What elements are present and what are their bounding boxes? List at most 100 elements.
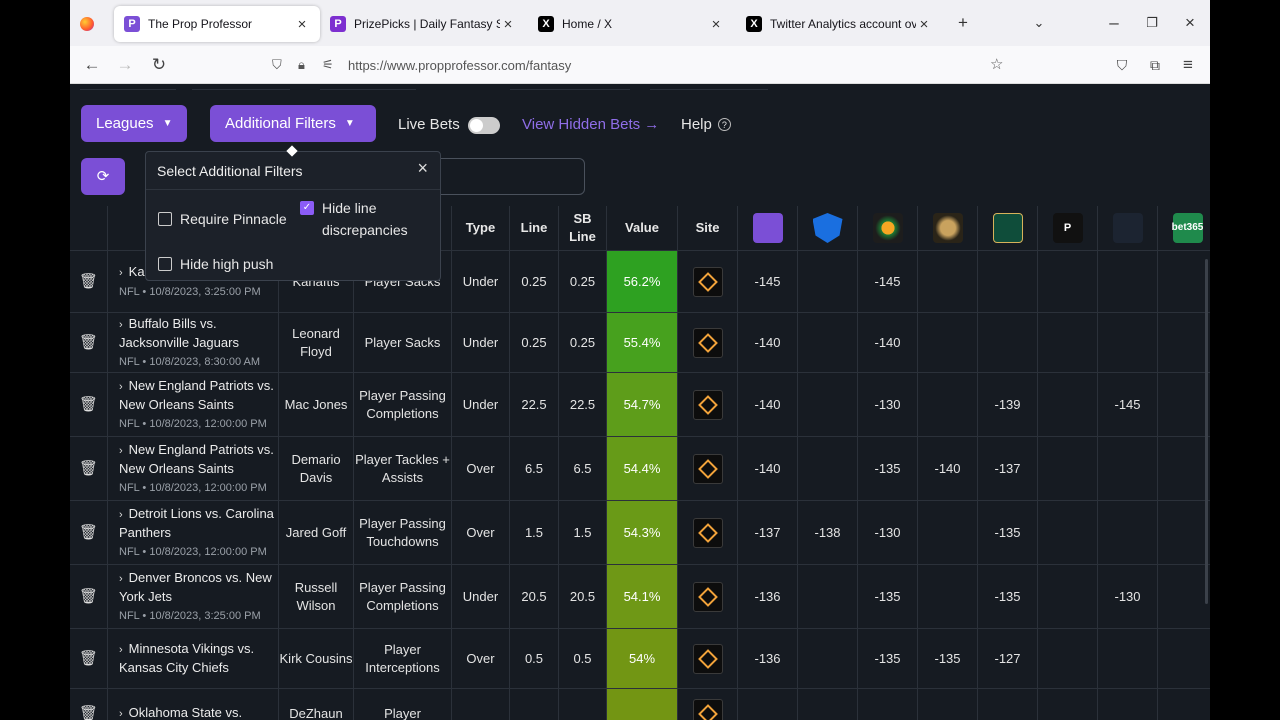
column-header-book[interactable]: bet365 [1158, 206, 1210, 250]
trash-icon[interactable]: 🗑︎ [78, 587, 99, 605]
game-cell[interactable]: › New England Patriots vs. New Orleans Sa… [108, 373, 279, 436]
table-row[interactable]: 🗑︎ › Oklahoma State vs. DeZhaun Player [70, 689, 1210, 720]
site-cell[interactable] [678, 373, 738, 436]
expand-chevron-icon[interactable]: › [119, 266, 123, 279]
bookmark-star-icon[interactable]: ☆ [990, 56, 1004, 73]
reload-icon[interactable]: ↻ [151, 55, 167, 74]
leagues-button[interactable]: Leagues ▼ [81, 105, 187, 142]
forward-icon[interactable]: → [116, 55, 134, 74]
prizepicks-site-icon[interactable] [692, 643, 723, 674]
value-cell [607, 689, 678, 720]
expand-chevron-icon[interactable]: › [119, 508, 123, 521]
prizepicks-site-icon[interactable] [692, 453, 723, 484]
live-bets-toggle[interactable] [468, 117, 500, 134]
expand-chevron-icon[interactable]: › [119, 380, 123, 393]
column-header-book[interactable] [978, 206, 1038, 250]
expand-chevron-icon[interactable]: › [119, 318, 123, 331]
site-cell[interactable] [678, 689, 738, 720]
url-bar[interactable]: ⛉ 🔒︎ ⚟ https://www.propprofessor.com/fan… [260, 51, 1020, 79]
trash-icon[interactable]: 🗑︎ [78, 649, 99, 667]
extensions-icon[interactable]: ⧉ [1150, 57, 1160, 73]
prizepicks-site-icon[interactable] [692, 581, 723, 612]
refresh-button[interactable]: ⟳ [81, 158, 125, 195]
tab-prop-professor[interactable]: P The Prop Professor × [114, 6, 320, 42]
column-header[interactable]: SB Line [559, 206, 607, 250]
menu-icon[interactable]: ≡ [1183, 55, 1193, 74]
additional-filters-button[interactable]: Additional Filters ▼ [210, 105, 376, 142]
restore-icon[interactable]: ❐ [1146, 15, 1158, 30]
tab-home-x[interactable]: X Home / X × [528, 6, 734, 42]
game-cell[interactable]: › Oklahoma State vs. [108, 689, 279, 720]
trash-icon[interactable]: 🗑︎ [78, 333, 99, 351]
site-cell[interactable] [678, 629, 738, 688]
table-row[interactable]: 🗑︎ › Detroit Lions vs. Carolina Panthers NF… [70, 501, 1210, 565]
column-header[interactable]: Type [452, 206, 510, 250]
table-row[interactable]: 🗑︎ › New England Patriots vs. New Orleans … [70, 437, 1210, 501]
odds-cell [978, 251, 1038, 312]
require-pinnacle-checkbox[interactable]: Require Pinnacle [158, 208, 287, 230]
tab-list-chevron-icon[interactable]: ⌄ [1033, 15, 1045, 30]
expand-chevron-icon[interactable]: › [119, 444, 123, 457]
odds-cell: -127 [978, 629, 1038, 688]
close-tab-icon[interactable]: × [711, 15, 721, 33]
close-tab-icon[interactable]: × [919, 15, 929, 33]
game-cell[interactable]: › New England Patriots vs. New Orleans Sa… [108, 437, 279, 500]
wynnbet-icon [1112, 213, 1143, 243]
game-cell[interactable]: › Minnesota Vikings vs. Kansas City Chief… [108, 629, 279, 688]
column-header-book[interactable]: P [1038, 206, 1098, 250]
prizepicks-site-icon[interactable] [692, 698, 723, 720]
prizepicks-site-icon[interactable] [692, 389, 723, 420]
back-icon[interactable]: ← [83, 55, 101, 74]
expand-chevron-icon[interactable]: › [119, 707, 123, 720]
column-header-book[interactable] [738, 206, 798, 250]
site-cell[interactable] [678, 565, 738, 628]
trash-icon[interactable]: 🗑︎ [78, 523, 99, 541]
expand-chevron-icon[interactable]: › [119, 643, 123, 656]
column-header[interactable]: Site [678, 206, 738, 250]
close-window-icon[interactable]: × [1185, 13, 1195, 32]
game-date: NFL • 10/8/2023, 3:25:00 PM [119, 609, 261, 622]
column-header-book[interactable] [1098, 206, 1158, 250]
game-cell[interactable]: › Buffalo Bills vs. Jacksonville Jaguars N… [108, 313, 279, 372]
prizepicks-site-icon[interactable] [692, 266, 723, 297]
close-tab-icon[interactable]: × [503, 15, 513, 33]
tab-twitter-analytics[interactable]: X Twitter Analytics account overvi × [736, 6, 942, 42]
table-row[interactable]: 🗑︎ › Denver Broncos vs. New York Jets NFL •… [70, 565, 1210, 629]
odds-cell [1038, 373, 1098, 436]
scrollbar[interactable] [1205, 259, 1208, 604]
site-cell[interactable] [678, 313, 738, 372]
game-cell[interactable]: › Denver Broncos vs. New York Jets NFL • 1… [108, 565, 279, 628]
prizepicks-site-icon[interactable] [692, 517, 723, 548]
column-header[interactable]: Value [607, 206, 678, 250]
minimize-icon[interactable]: – [1109, 13, 1119, 32]
lock-icon: 🔒︎ [298, 57, 305, 72]
table-row[interactable]: 🗑︎ › New England Patriots vs. New Orleans … [70, 373, 1210, 437]
expand-chevron-icon[interactable]: › [119, 572, 123, 585]
prizepicks-site-icon[interactable] [692, 327, 723, 358]
game-cell[interactable]: › Detroit Lions vs. Carolina Panthers NFL … [108, 501, 279, 564]
hide-high-push-checkbox[interactable]: Hide high push [158, 253, 273, 275]
column-header-book[interactable] [798, 206, 858, 250]
view-hidden-bets-link[interactable]: View Hidden Bets → [522, 116, 660, 133]
close-icon[interactable]: × [417, 158, 428, 178]
tab-prizepicks[interactable]: P PrizePicks | Daily Fantasy Sports × [320, 6, 526, 42]
column-header[interactable]: Line [510, 206, 559, 250]
odds-cell [798, 251, 858, 312]
new-tab-icon[interactable]: + [958, 13, 968, 32]
trash-icon[interactable]: 🗑︎ [78, 395, 99, 413]
table-row[interactable]: 🗑︎ › Minnesota Vikings vs. Kansas City Chi… [70, 629, 1210, 689]
trash-icon[interactable]: 🗑︎ [78, 459, 99, 477]
table-row[interactable]: 🗑︎ › Buffalo Bills vs. Jacksonville Jaguar… [70, 313, 1210, 373]
pocket-icon[interactable]: ⛉ [1116, 57, 1128, 73]
site-cell[interactable] [678, 501, 738, 564]
column-header-book[interactable] [918, 206, 978, 250]
site-cell[interactable] [678, 437, 738, 500]
odds-cell: -139 [978, 373, 1038, 436]
trash-icon[interactable]: 🗑︎ [78, 704, 99, 720]
hide-line-discrepancies-checkbox[interactable]: ✓ Hide line discrepancies [300, 197, 420, 241]
site-cell[interactable] [678, 251, 738, 312]
close-tab-icon[interactable]: × [297, 15, 307, 33]
help-link[interactable]: Help? [681, 116, 731, 133]
trash-icon[interactable]: 🗑︎ [78, 272, 99, 290]
column-header-book[interactable] [858, 206, 918, 250]
